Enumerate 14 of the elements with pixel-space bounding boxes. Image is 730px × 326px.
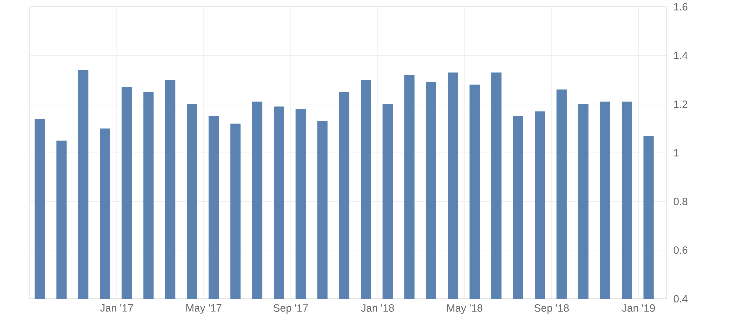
x-tick-label: Jan '17 (100, 304, 134, 312)
x-tick-label: Sep '18 (534, 304, 570, 314)
y-tick-label: 1.6 (674, 3, 688, 11)
y-tick-label: 1.4 (674, 52, 688, 60)
y-tick-label: 0.4 (674, 295, 688, 303)
x-tick-label: May '18 (448, 304, 483, 314)
x-tick-label: May '17 (186, 304, 222, 314)
x-tick-label: Jan '19 (622, 304, 656, 312)
y-tick-label: 0.6 (674, 246, 688, 254)
y-tick-label: 1 (674, 149, 679, 157)
x-tick-label: Sep '17 (274, 304, 308, 314)
x-tick-label: Jan '18 (361, 304, 394, 312)
y-tick-label: 0.8 (674, 198, 688, 206)
y-tick-label: 1.2 (674, 100, 688, 108)
